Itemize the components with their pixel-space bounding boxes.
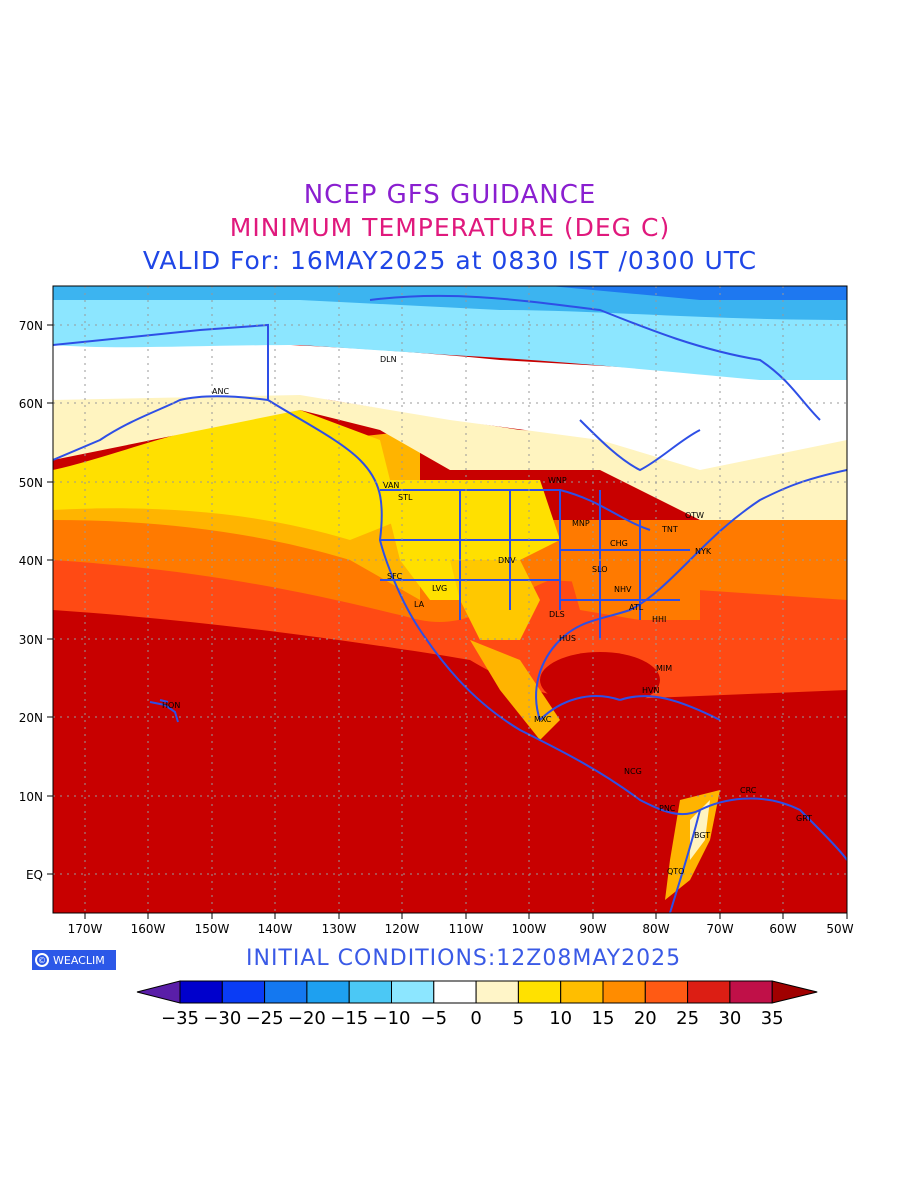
lon-label-160w: 160W [131, 922, 166, 936]
latitude-labels: 70N 60N 50N 40N 30N 20N 10N EQ [19, 319, 43, 882]
city-label: WNP [548, 476, 567, 485]
colorbar-cell [348, 980, 393, 1004]
colorbar-cell [687, 980, 731, 1004]
city-label: PNC [659, 804, 676, 813]
city-label: HHI [652, 615, 666, 624]
colorbar-label: 35 [761, 1008, 784, 1029]
lat-label-50n: 50N [19, 476, 43, 490]
lat-label-70n: 70N [19, 319, 43, 333]
city-label: NCG [624, 767, 642, 776]
city-label: MNP [572, 519, 590, 528]
colorbar-cell [560, 980, 604, 1004]
city-label: LVG [432, 584, 447, 593]
lon-label-60w: 60W [769, 922, 796, 936]
colorbar-label: 20 [634, 1008, 657, 1029]
colorbar-label: −35 [161, 1008, 199, 1029]
lon-label-50w: 50W [826, 922, 853, 936]
logo-text: WEACLIM [53, 953, 105, 967]
city-label: HVN [642, 686, 659, 695]
axis-ticks [47, 324, 848, 919]
lat-label-30n: 30N [19, 633, 43, 647]
city-label: CHG [610, 539, 628, 548]
colorbar-label: −5 [421, 1008, 448, 1029]
colorbar-cell [729, 980, 773, 1004]
colorbar-right-arrow [771, 980, 818, 1004]
colorbar-cell [475, 980, 519, 1004]
lon-label-150w: 150W [195, 922, 230, 936]
colorbar-cell [264, 980, 308, 1004]
city-label: DLN [380, 355, 397, 364]
title-line-3: VALID For: 16MAY2025 at 0830 IST /0300 U… [142, 246, 758, 275]
colorbar-label: 5 [513, 1008, 524, 1029]
colorbar-label: −10 [373, 1008, 411, 1029]
city-label: SFC [387, 572, 403, 581]
lat-label-10n: 10N [19, 790, 43, 804]
lon-label-80w: 80W [642, 922, 669, 936]
colorbar-cell [306, 980, 350, 1004]
lon-label-70w: 70W [706, 922, 733, 936]
initial-conditions: INITIAL CONDITIONS:12Z08MAY2025 [246, 946, 682, 971]
colorbar-cells [136, 980, 818, 1004]
lon-label-110w: 110W [449, 922, 484, 936]
city-label: BGT [694, 831, 710, 840]
colorbar-left-arrow [136, 980, 181, 1004]
colorbar-cell [433, 980, 477, 1004]
lon-label-170w: 170W [68, 922, 103, 936]
colorbar-cell [517, 980, 562, 1004]
city-label: OTW [685, 511, 704, 520]
city-label: NYK [695, 547, 712, 556]
lon-label-120w: 120W [385, 922, 420, 936]
lon-label-130w: 130W [322, 922, 357, 936]
city-label: NHV [614, 585, 632, 594]
colorbar-label: 30 [718, 1008, 741, 1029]
lat-label-20n: 20N [19, 711, 43, 725]
colorbar-labels: −35 −30 −25 −20 −15 −10 −5 0 5 10 15 20 25 30 35 [161, 1008, 784, 1029]
colorbar-cell [179, 980, 223, 1004]
lat-label-40n: 40N [19, 554, 43, 568]
city-label: LA [414, 600, 425, 609]
lat-label-eq: EQ [26, 868, 43, 882]
colorbar-label: −15 [330, 1008, 368, 1029]
title-line-2: MINIMUM TEMPERATURE (DEG C) [229, 213, 671, 242]
city-label: GRT [796, 814, 812, 823]
city-label: HUS [559, 634, 576, 643]
city-labels: DLN ANC VAN STL WNP MNP TNT OTW CHG NYK … [162, 355, 812, 876]
lat-label-60n: 60N [19, 397, 43, 411]
lon-label-140w: 140W [258, 922, 293, 936]
city-label: DLS [549, 610, 565, 619]
city-label: ATL [629, 603, 644, 612]
colorbar-cell [602, 980, 646, 1004]
city-label: TNT [661, 525, 678, 534]
colorbar-label: 0 [470, 1008, 481, 1029]
map-frame [52, 285, 848, 914]
city-label: QTO [667, 867, 684, 876]
city-label: ANC [212, 387, 229, 396]
colorbar-label: 25 [676, 1008, 699, 1029]
city-label: HON [162, 701, 180, 710]
copyright-icon: © [35, 953, 49, 967]
city-label: STL [398, 493, 413, 502]
colorbar-label: −30 [203, 1008, 241, 1029]
city-label: MXC [534, 715, 552, 724]
weaclim-logo: © WEACLIM [32, 950, 116, 970]
colorbar-label: −25 [246, 1008, 284, 1029]
lon-label-100w: 100W [512, 922, 547, 936]
colorbar-cell [221, 980, 266, 1004]
city-label: DNV [498, 556, 516, 565]
city-label: VAN [383, 481, 399, 490]
longitude-labels: 170W 160W 150W 140W 130W 120W 110W 100W … [68, 922, 854, 936]
colorbar-cell [644, 980, 689, 1004]
city-label: MIM [656, 664, 672, 673]
city-label: CRC [740, 786, 757, 795]
colorbar-label: 15 [592, 1008, 615, 1029]
colorbar-label: 10 [549, 1008, 572, 1029]
coastlines [53, 294, 847, 913]
title-line-1: NCEP GFS GUIDANCE [303, 180, 597, 210]
colorbar-cell [391, 980, 435, 1004]
colorbar-label: −20 [288, 1008, 326, 1029]
lon-label-90w: 90W [579, 922, 606, 936]
city-label: SLO [592, 565, 608, 574]
